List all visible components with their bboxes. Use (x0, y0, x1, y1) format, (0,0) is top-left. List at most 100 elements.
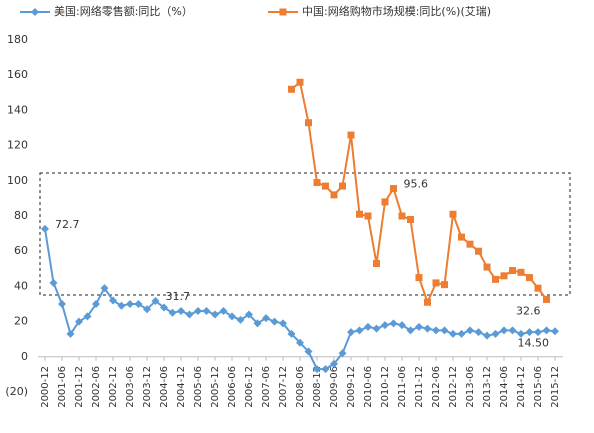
point (100, 284, 109, 293)
point (551, 327, 559, 336)
point (194, 307, 202, 316)
point (228, 312, 236, 321)
point (432, 326, 440, 335)
point (356, 210, 363, 218)
data-label: 72.7 (55, 218, 80, 231)
point (279, 319, 287, 328)
point (423, 324, 432, 333)
point (134, 300, 143, 308)
point (296, 78, 304, 86)
point (500, 272, 508, 280)
point (517, 268, 525, 276)
point (109, 296, 117, 305)
point (475, 247, 482, 255)
point (288, 85, 295, 93)
legend-marker (279, 8, 287, 16)
data-label: 14.50 (518, 336, 550, 349)
series-line (290, 80, 548, 305)
x-tick-label: 2013-06 (465, 366, 476, 408)
point (449, 329, 457, 338)
y-tick-label: 140 (7, 103, 28, 116)
point (440, 326, 449, 335)
data-label: 32.6 (516, 304, 541, 317)
y-tick-label: 60 (14, 244, 28, 257)
x-tick-label: 2002-06 (91, 366, 102, 408)
point (424, 298, 431, 306)
point (372, 324, 381, 333)
x-tick-label: 2012-06 (431, 366, 442, 408)
point (313, 365, 321, 374)
point (355, 326, 364, 335)
point (474, 328, 483, 337)
point (270, 317, 279, 326)
point (398, 212, 406, 220)
x-tick-label: 2005-12 (210, 366, 221, 408)
point (92, 300, 100, 308)
point (406, 326, 415, 335)
point (304, 347, 313, 356)
point (117, 301, 126, 310)
x-tick-label: 2013-12 (482, 366, 493, 408)
point (364, 212, 372, 220)
point (75, 317, 83, 326)
x-tick-label: 2009-06 (329, 366, 340, 408)
legend-label: 中国:网络购物市场规模:同比(%)(艾瑞) (302, 4, 491, 18)
point (83, 312, 92, 321)
x-tick-label: 2011-12 (414, 366, 425, 408)
point (364, 322, 372, 331)
point (415, 274, 423, 282)
data-label: 95.6 (404, 178, 429, 191)
point (245, 310, 253, 319)
x-tick-label: 2015-06 (533, 366, 544, 408)
point (500, 326, 508, 335)
x-tick-label: 2007-12 (278, 366, 289, 408)
point (330, 191, 338, 199)
data-label: 31.7 (166, 290, 191, 303)
point (185, 310, 194, 319)
x-tick-label: 2000-12 (40, 366, 51, 408)
point (492, 275, 499, 283)
x-tick-label: 2005-06 (193, 366, 204, 408)
legend-label: 美国:网络零售额:同比（%） (54, 4, 193, 18)
point (466, 240, 474, 248)
y-tick-label: 120 (7, 139, 28, 152)
point (458, 233, 465, 241)
point (347, 328, 355, 337)
y-tick-label: 180 (7, 33, 28, 46)
x-tick-label: 2006-06 (227, 366, 238, 408)
point (296, 338, 304, 347)
x-tick-label: 2006-12 (244, 366, 255, 408)
point (253, 319, 262, 328)
y-tick-label: 100 (7, 174, 28, 187)
point (407, 216, 414, 224)
point (126, 300, 134, 308)
x-tick-label: 2002-12 (108, 366, 119, 408)
point (398, 321, 406, 330)
point (211, 310, 219, 319)
x-tick-label: 2014-06 (499, 366, 510, 408)
point (322, 182, 329, 190)
point (305, 119, 312, 127)
y-tick-label: (20) (5, 385, 28, 398)
x-tick-label: 2003-12 (142, 366, 153, 408)
highlight-box (39, 172, 571, 296)
point (534, 284, 542, 292)
y-tick-label: 80 (14, 209, 28, 222)
point (441, 281, 448, 289)
x-tick-label: 2008-06 (295, 366, 306, 408)
point (483, 263, 491, 271)
point (415, 322, 423, 331)
point (287, 329, 296, 338)
point (219, 307, 228, 316)
point (381, 198, 389, 206)
point (543, 295, 550, 303)
point (449, 210, 457, 218)
point (389, 319, 398, 328)
point (457, 329, 466, 338)
point (534, 328, 542, 337)
x-tick-label: 2001-12 (74, 366, 85, 408)
point (41, 224, 49, 233)
point (236, 315, 245, 324)
point (508, 326, 517, 335)
